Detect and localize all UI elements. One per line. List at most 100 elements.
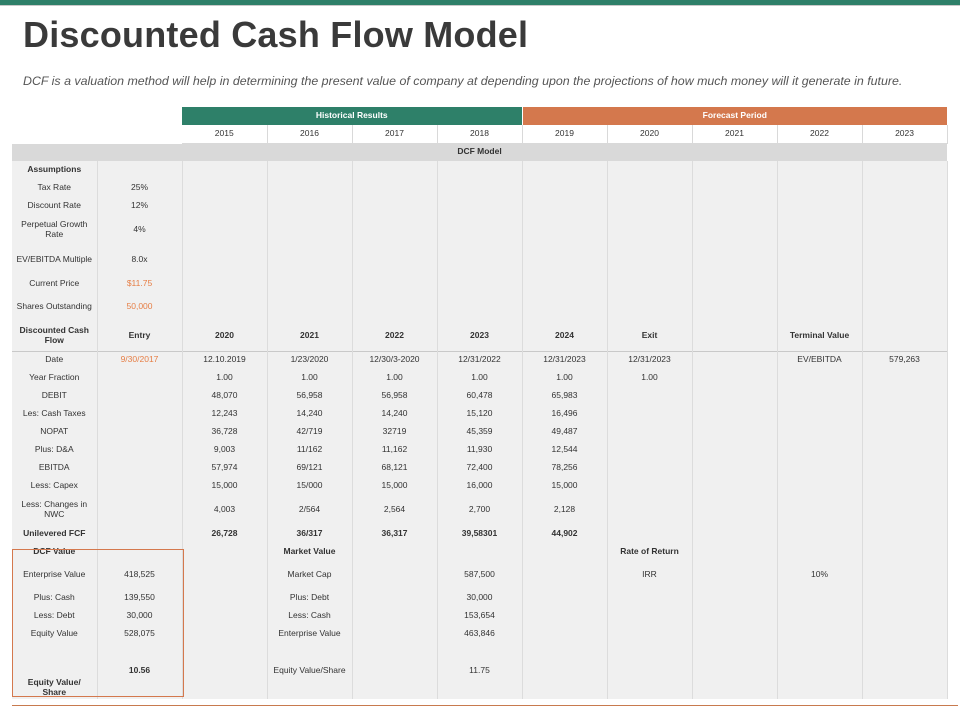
table-cell: [437, 197, 523, 215]
table-cell: [607, 161, 693, 179]
table-cell: 1.00: [437, 369, 523, 387]
table-cell: [777, 405, 863, 423]
top-accent-bar: [0, 0, 960, 5]
bottom-divider: [12, 705, 958, 706]
row-label-cell: Current Price: [12, 275, 98, 293]
table-cell: [692, 179, 778, 197]
row-label-cell: Equity Value: [12, 625, 98, 643]
year-header-cell: 2015: [182, 125, 268, 144]
row-label-cell: Shares Outstanding: [12, 293, 98, 321]
table-cell: $11.75: [97, 275, 183, 293]
table-cell: [97, 387, 183, 405]
table-cell: [437, 275, 523, 293]
table-cell: 11,162: [352, 441, 438, 459]
table-cell: [607, 525, 693, 543]
table-cell: [182, 643, 268, 699]
table-cell: 39,58301: [437, 525, 523, 543]
table-cell: 26,728: [182, 525, 268, 543]
table-cell: [607, 459, 693, 477]
table-cell: [522, 643, 608, 699]
dcf-model-section-label: DCF Model: [12, 143, 948, 161]
row-label-cell: Tax Rate: [12, 179, 98, 197]
table-cell: [607, 495, 693, 525]
table-cell: 25%: [97, 179, 183, 197]
table-cell: 16,000: [437, 477, 523, 495]
table-cell: [352, 643, 438, 699]
table-cell: 4,003: [182, 495, 268, 525]
table-row: Discount Rate 12%: [12, 197, 948, 215]
table-cell: 36/317: [267, 525, 353, 543]
table-cell: Market Cap: [267, 561, 353, 589]
row-label-cell: Perpetual Growth Rate: [12, 215, 98, 245]
table-cell: [777, 459, 863, 477]
row-label-cell: Less: Changes in NWC: [12, 495, 98, 525]
table-cell: [777, 369, 863, 387]
table-cell: [607, 197, 693, 215]
table-cell: [352, 543, 438, 561]
table-cell: [607, 215, 693, 245]
table-cell: 1.00: [352, 369, 438, 387]
table-cell: [182, 293, 268, 321]
table-cell: [352, 625, 438, 643]
table-row: Unilevered FCF 26,728 36/317 36,317 39,58301…: [12, 525, 948, 543]
table-cell: [352, 215, 438, 245]
dcf-table-container: Historical Results Forecast Period 2015 …: [12, 107, 948, 699]
table-cell: [182, 589, 268, 607]
row-label-cell: Unilevered FCF: [12, 525, 98, 543]
table-cell: Terminal Value: [777, 321, 863, 351]
table-cell: [267, 215, 353, 245]
blank-cell: [12, 125, 97, 143]
table-cell: [182, 245, 268, 275]
table-row: Plus: D&A 9,003 11/162 11,162 11,930 12,544: [12, 441, 948, 459]
table-cell: [777, 495, 863, 525]
table-cell: [607, 643, 693, 699]
table-cell: [522, 607, 608, 625]
table-cell: [862, 625, 948, 643]
year-header-cell: 2020: [607, 125, 693, 144]
year-header-cell: 2018: [437, 125, 523, 144]
table-cell: 69/121: [267, 459, 353, 477]
table-cell: [182, 179, 268, 197]
table-cell: [522, 161, 608, 179]
blank-cell: [97, 125, 182, 143]
year-header-cell: 2021: [692, 125, 778, 144]
table-cell: [777, 197, 863, 215]
table-cell: [777, 293, 863, 321]
table-cell: 11/162: [267, 441, 353, 459]
table-cell: Plus: Debt: [267, 589, 353, 607]
table-cell: Market Value: [267, 543, 353, 561]
table-cell: Less: Cash: [267, 607, 353, 625]
table-row: Less: Capex 15,000 15/000 15,000 16,000 15,00…: [12, 477, 948, 495]
row-label-cell: Assumptions: [12, 161, 98, 179]
row-label-cell: DCF Value: [12, 543, 98, 561]
table-cell: 4%: [97, 215, 183, 245]
table-cell: [352, 161, 438, 179]
table-cell: [692, 245, 778, 275]
table-cell: 1/23/2020: [267, 350, 353, 369]
table-cell: 139,550: [97, 589, 183, 607]
table-row: Year Fraction 1.00 1.00 1.00 1.00 1.00 1.00: [12, 369, 948, 387]
table-cell: [692, 369, 778, 387]
table-cell: [862, 215, 948, 245]
table-cell: [522, 275, 608, 293]
table-cell: [522, 293, 608, 321]
table-cell: 1.00: [522, 369, 608, 387]
table-cell: [522, 589, 608, 607]
table-cell: [97, 495, 183, 525]
table-cell: [862, 245, 948, 275]
table-cell: [692, 561, 778, 589]
table-cell: [182, 561, 268, 589]
table-cell: [352, 293, 438, 321]
table-cell: [862, 161, 948, 179]
row-label-cell: Discounted Cash Flow: [12, 321, 98, 351]
table-cell: [862, 643, 948, 699]
table-cell: [607, 275, 693, 293]
table-cell: 8.0x: [97, 245, 183, 275]
table-cell: 579,263: [862, 350, 948, 369]
table-cell: [777, 215, 863, 245]
table-cell: 10.56: [97, 643, 183, 699]
table-cell: 50,000: [97, 293, 183, 321]
table-row: Current Price $11.75: [12, 275, 948, 293]
table-cell: 60,478: [437, 387, 523, 405]
table-cell: [437, 215, 523, 245]
